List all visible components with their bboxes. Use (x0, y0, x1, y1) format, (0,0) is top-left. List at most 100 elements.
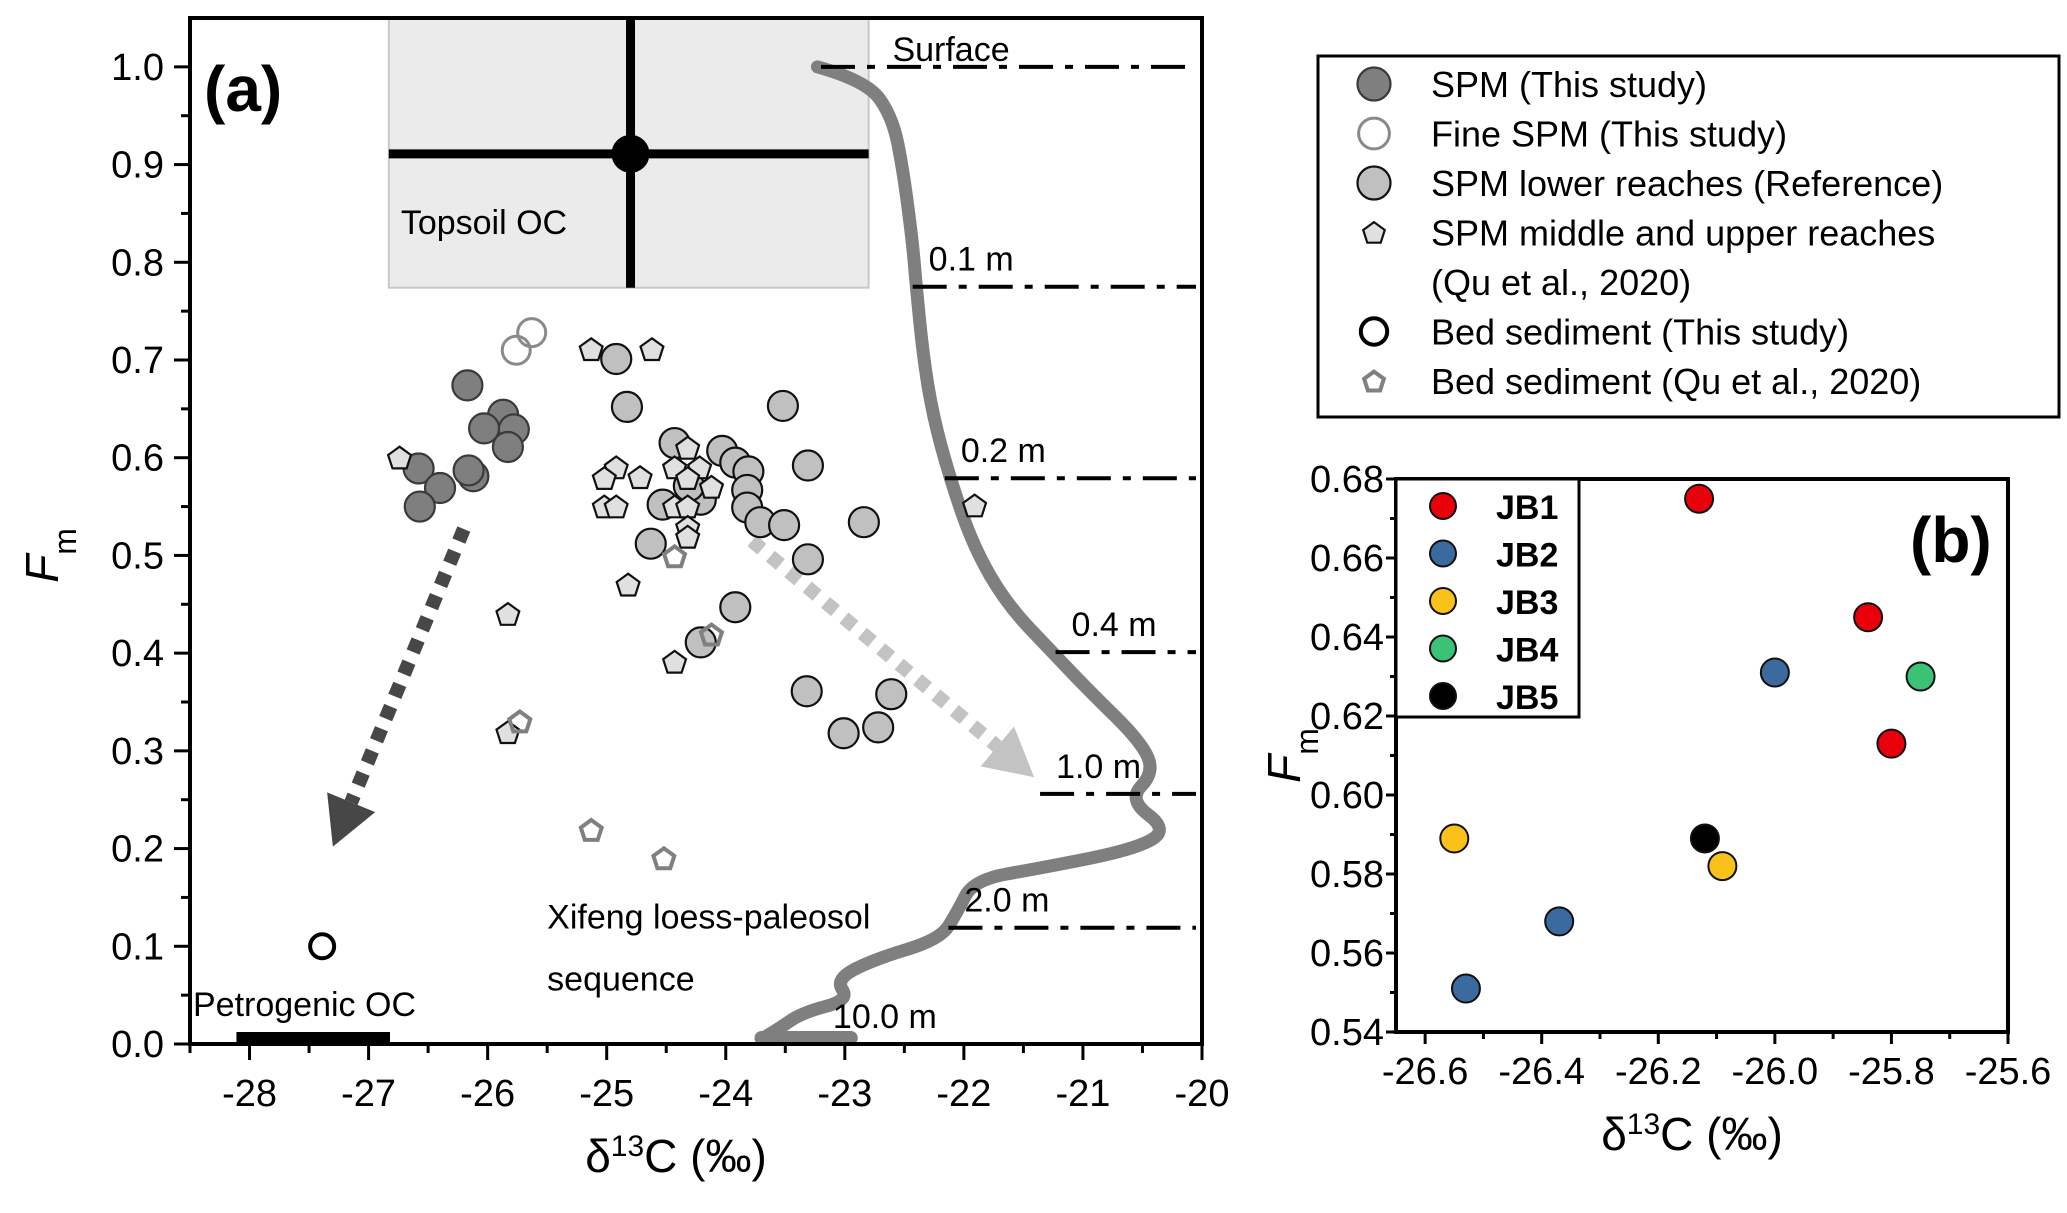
x-title-delta: δ (1601, 1108, 1627, 1160)
point-open-pentagon (651, 845, 677, 871)
depth-label: Surface (892, 31, 1009, 69)
legend-a-frame (1316, 54, 2061, 419)
legend-b-marker (1429, 492, 1457, 520)
x-tick-label: -28 (222, 1073, 277, 1115)
arrow-head-to-petrogenic (327, 792, 376, 847)
point-pentagon (603, 494, 629, 519)
y-title-subscript: m (47, 528, 83, 555)
point-jb2 (1450, 973, 1481, 1004)
y-tick-label: 0.8 (111, 242, 164, 284)
y-tick-label: 0.2 (111, 829, 164, 871)
legend-label: Fine SPM (This study) (1431, 114, 1787, 155)
y-tick-label-b: 0.62 (1310, 696, 1384, 738)
axes: -28 -27 -26 -25 -24 -23 -22 -21 -20 0.0 0.1 0.2 0.3 0… (111, 16, 1229, 1115)
plot-frame-a (188, 16, 1204, 1046)
depth-label: 10.0 m (833, 998, 937, 1036)
point-circle (791, 449, 825, 482)
point-circle (875, 678, 908, 711)
point-pentagon (661, 649, 688, 674)
point-pentagon (675, 524, 701, 549)
legend-b-marker (1429, 539, 1457, 568)
legend-b-label: JB3 (1496, 584, 1558, 622)
point-pentagon (698, 474, 725, 499)
legend-b-marker (1429, 634, 1457, 663)
x-tick-label-b: -25.6 (1965, 1051, 2052, 1093)
x-tick-label: -21 (1055, 1073, 1110, 1115)
panel-label-b: (b) (1910, 504, 1992, 576)
panel-b: -26.6 -26.4 -26.2 -26.0 -25.8 -25.6 0.54 0.56 0.… (1258, 459, 2051, 1160)
x-tick-label-b: -26.2 (1615, 1051, 1702, 1093)
legend-marker-open-pentagon (1361, 369, 1387, 393)
axes-b: -26.6 -26.4 -26.2 -26.0 -25.8 -25.6 0.54 0.56 0.… (1310, 459, 2051, 1093)
point-jb5 (1689, 823, 1720, 854)
point-pentagon (675, 435, 701, 460)
point-circle (862, 711, 895, 744)
x-title-rest: C (‰) (1660, 1108, 1783, 1160)
y-tick-label: 0.3 (111, 731, 164, 773)
arrow-shaft-to-petrogenic (344, 526, 471, 805)
y-tick-label: 0.9 (111, 145, 164, 187)
x-tick-label: -27 (341, 1073, 396, 1115)
panel-label-a: (a) (204, 53, 282, 125)
point-jb4 (1905, 661, 1936, 692)
legend-label: Bed sediment (Qu et al., 2020) (1431, 361, 1921, 402)
legend-label: Bed sediment (This study) (1431, 312, 1849, 353)
point-circle (610, 390, 644, 424)
legend-b-label: JB2 (1496, 537, 1558, 575)
point-pentagon (615, 572, 641, 597)
y-tick-label-b: 0.58 (1310, 854, 1384, 896)
point-pentagon (495, 601, 521, 626)
profile-curve (754, 60, 1166, 1046)
soil-profile (754, 60, 1196, 1046)
legend-label: SPM (This study) (1431, 64, 1707, 105)
y-title-main: F (1258, 752, 1310, 783)
point-jb1 (1684, 483, 1715, 514)
point-circle (423, 471, 457, 505)
x-title-superscript: 13 (1627, 1108, 1660, 1141)
point-circle (452, 454, 485, 487)
y-tick-label: 0.7 (111, 340, 164, 382)
x-tick-label-b: -26.4 (1498, 1051, 1585, 1093)
point-jb3 (1707, 851, 1738, 882)
y-title-subscript: m (1289, 728, 1325, 755)
point-open-pentagon (506, 709, 533, 734)
point-jb1 (1876, 728, 1907, 759)
point-circle (451, 369, 484, 402)
point-jb1 (1853, 602, 1884, 633)
topsoil-mean-point (611, 134, 650, 173)
legend-b-marker (1429, 587, 1457, 615)
x-tick-label-b: -25.8 (1848, 1051, 1935, 1093)
point-circle (847, 506, 880, 539)
depth-label: 0.1 m (929, 241, 1014, 279)
point-pentagon (386, 445, 413, 470)
legend-marker-circle (1356, 66, 1392, 102)
y-tick-label: 1.0 (111, 47, 164, 89)
point-circle (766, 389, 800, 423)
point-circle (491, 430, 524, 464)
legend-a: SPM (This study) Fine SPM (This study) SPM… (1316, 54, 2061, 419)
point-open-pentagon (698, 622, 725, 647)
x-tick-label: -26 (460, 1073, 515, 1115)
point-circle (768, 509, 801, 542)
x-title-delta: δ (585, 1130, 611, 1182)
x-tick-label: -23 (817, 1073, 872, 1115)
legend-marker-open-circle (1357, 116, 1391, 151)
depth-labels: Surface 0.1 m 0.2 m 0.4 m 1.0 m 2.0 m 10.0 m (833, 31, 1157, 1036)
point-circle (790, 675, 823, 708)
point-open-pentagon (661, 543, 688, 569)
profile-label-line1: Xifeng loess-paleosol (547, 899, 870, 937)
y-tick-label: 0.4 (111, 633, 164, 675)
x-tick-label: -25 (579, 1073, 634, 1115)
point-circle (719, 591, 752, 624)
point-pentagon (591, 465, 617, 490)
point-open-circle-thick (308, 932, 337, 961)
trend-arrows (327, 526, 1035, 847)
y-title-main: F (16, 552, 68, 583)
point-pentagon (627, 464, 653, 490)
point-jb3 (1439, 823, 1470, 854)
y-tick-label-b: 0.66 (1310, 538, 1384, 580)
legend-b-label: JB4 (1496, 632, 1558, 670)
point-pentagon (639, 336, 665, 362)
point-jb2 (1544, 906, 1575, 937)
